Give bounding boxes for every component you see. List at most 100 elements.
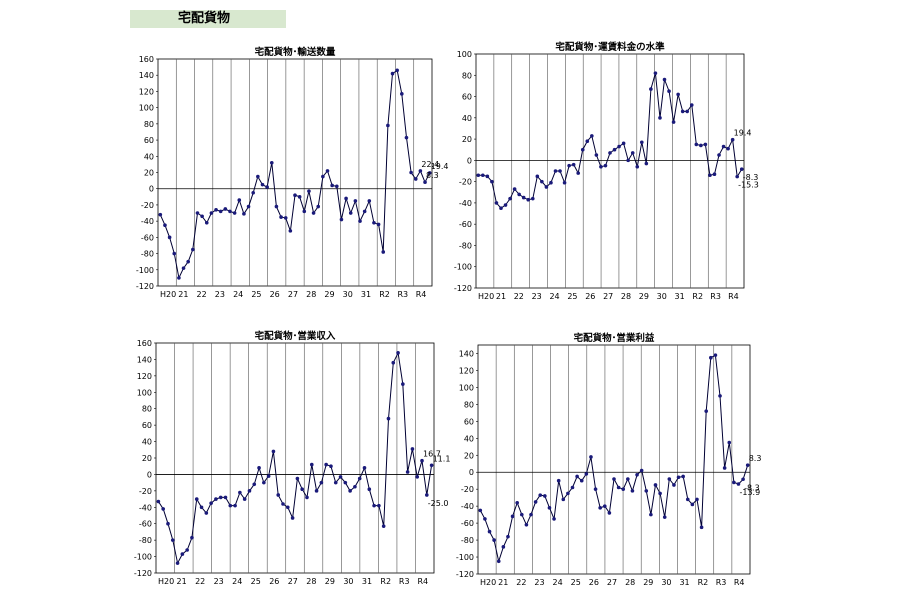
data-point bbox=[386, 416, 391, 421]
data-point bbox=[487, 529, 492, 534]
data-point bbox=[566, 491, 570, 496]
x-tick-label: R3 bbox=[399, 577, 410, 586]
y-tick-label: 40 bbox=[462, 114, 472, 123]
data-point bbox=[242, 497, 247, 501]
data-point bbox=[704, 409, 709, 413]
data-point bbox=[269, 160, 274, 165]
data-label: 11.1 bbox=[433, 454, 451, 463]
data-point bbox=[396, 351, 400, 355]
data-point bbox=[681, 474, 685, 479]
data-point bbox=[510, 514, 515, 519]
data-point bbox=[570, 485, 575, 490]
data-label: -25.0 bbox=[428, 499, 449, 508]
data-point bbox=[653, 483, 658, 487]
data-point bbox=[339, 217, 344, 222]
x-tick-label: 22 bbox=[516, 578, 526, 587]
data-point bbox=[635, 472, 639, 477]
y-tick-label: 100 bbox=[139, 104, 154, 113]
data-point bbox=[726, 146, 730, 151]
x-tick-label: R4 bbox=[416, 290, 427, 299]
x-tick-label: R2 bbox=[380, 577, 391, 586]
data-point bbox=[376, 222, 381, 227]
data-point bbox=[490, 179, 494, 184]
chart-transport-volume: 宅配貨物･輸送数量 160 140 120 100 80 60 40 20 0 -20 -40 -60 -… bbox=[136, 46, 449, 299]
data-point bbox=[265, 185, 269, 189]
data-point bbox=[676, 92, 680, 97]
x-tick-label: 22 bbox=[197, 290, 207, 299]
x-tick-label: R3 bbox=[716, 578, 727, 587]
y-tick-label: -20 bbox=[461, 485, 474, 494]
data-point bbox=[521, 195, 526, 200]
data-point bbox=[195, 211, 200, 215]
data-point bbox=[476, 173, 481, 178]
x-tick-label: 30 bbox=[343, 577, 353, 586]
data-point bbox=[517, 192, 521, 197]
y-tick-label: 100 bbox=[459, 383, 474, 392]
data-point bbox=[334, 184, 339, 189]
y-tick-label: 20 bbox=[142, 454, 152, 463]
data-point bbox=[690, 502, 695, 507]
x-tick-label: 27 bbox=[288, 290, 298, 299]
data-point bbox=[410, 447, 415, 451]
data-point bbox=[166, 521, 170, 526]
data-point bbox=[741, 477, 745, 482]
data-point bbox=[481, 173, 485, 178]
data-label: -8.3 bbox=[743, 173, 759, 182]
data-point bbox=[649, 87, 653, 91]
data-point bbox=[735, 174, 739, 179]
data-point bbox=[386, 123, 390, 128]
x-tick-label: 24 bbox=[233, 290, 243, 299]
data-point bbox=[242, 212, 246, 216]
data-point bbox=[223, 207, 228, 211]
data-point bbox=[699, 143, 703, 148]
data-point bbox=[590, 134, 594, 138]
data-point bbox=[204, 511, 209, 515]
data-point bbox=[621, 141, 626, 146]
data-point bbox=[357, 476, 362, 481]
data-point bbox=[295, 476, 300, 481]
y-tick-label: 120 bbox=[139, 87, 154, 96]
x-tick-label: 29 bbox=[324, 290, 334, 299]
data-point bbox=[535, 174, 540, 179]
chart-operating-profit: 宅配貨物･営業利益 140 120 100 80 60 40 20 0 -20 -40 -60 -80 -… bbox=[456, 332, 762, 587]
y-tick-label: 100 bbox=[457, 50, 472, 59]
data-point bbox=[494, 201, 499, 205]
y-tick-label: -40 bbox=[459, 199, 472, 208]
data-point bbox=[598, 506, 602, 510]
x-tick-label: 28 bbox=[621, 292, 631, 301]
data-point bbox=[732, 480, 736, 485]
data-point bbox=[353, 199, 358, 203]
data-point bbox=[163, 223, 167, 227]
data-point bbox=[400, 92, 404, 96]
data-point bbox=[167, 235, 172, 240]
data-point bbox=[524, 523, 529, 527]
x-tick-label: 31 bbox=[675, 292, 685, 301]
data-point bbox=[579, 478, 584, 483]
x-tick-label: 29 bbox=[643, 578, 653, 587]
data-point bbox=[721, 144, 726, 149]
data-point bbox=[561, 497, 566, 502]
data-point bbox=[580, 147, 585, 152]
data-point bbox=[607, 511, 612, 515]
chart-title: 宅配貨物･営業収入 bbox=[255, 330, 336, 342]
data-point bbox=[501, 545, 506, 549]
x-tick-label: 31 bbox=[362, 577, 372, 586]
data-point bbox=[653, 71, 658, 75]
data-point bbox=[260, 182, 265, 187]
data-point bbox=[251, 190, 256, 195]
y-tick-label: -20 bbox=[139, 487, 152, 496]
x-tick-label: 30 bbox=[657, 292, 667, 301]
data-point bbox=[180, 552, 185, 556]
data-point bbox=[353, 484, 357, 489]
plot-frame bbox=[475, 53, 745, 289]
x-tick-label: 22 bbox=[195, 577, 205, 586]
data-point bbox=[425, 493, 429, 497]
data-label: 19.4 bbox=[431, 162, 449, 171]
data-point bbox=[314, 489, 319, 493]
y-tick-label: 100 bbox=[137, 388, 152, 397]
y-tick-label: -80 bbox=[461, 536, 474, 545]
x-tick-label: 25 bbox=[251, 577, 261, 586]
data-point bbox=[319, 480, 324, 485]
data-label: 19.4 bbox=[734, 129, 752, 138]
x-tick-label: 25 bbox=[571, 578, 581, 587]
